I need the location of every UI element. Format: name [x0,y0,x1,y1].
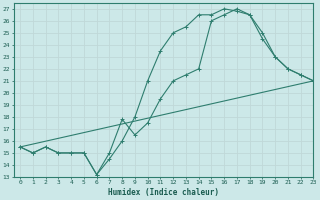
X-axis label: Humidex (Indice chaleur): Humidex (Indice chaleur) [108,188,219,197]
